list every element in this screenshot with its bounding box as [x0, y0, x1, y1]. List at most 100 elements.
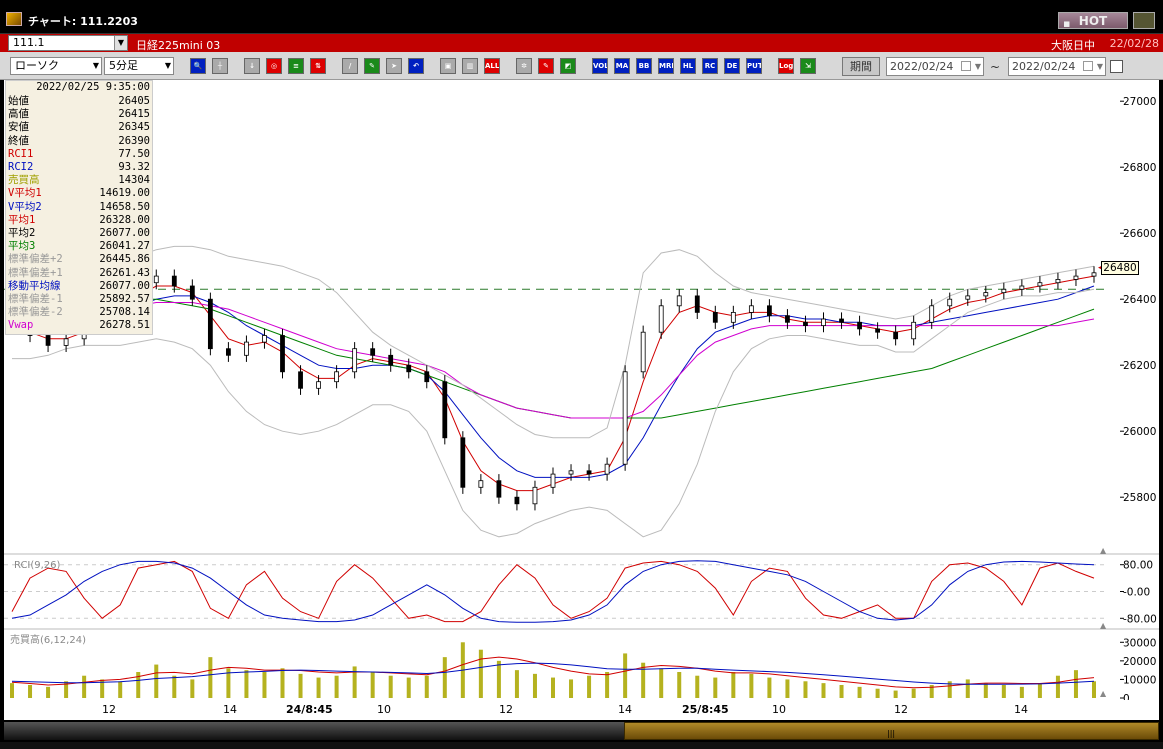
time-axis-label: 12	[894, 703, 908, 716]
date-from-field[interactable]: 2022/02/24 ▼	[886, 57, 984, 76]
instrument-name: 日経225mini 03	[136, 39, 221, 52]
volume-bar	[64, 681, 69, 698]
zoom-icon[interactable]: 🔍	[190, 58, 206, 74]
volume-bar	[370, 672, 375, 698]
chart-canvas[interactable]: ▲▲▲◀	[4, 80, 1120, 700]
candle-body	[893, 331, 899, 340]
price-tick-label: 26600	[1123, 228, 1156, 240]
bars-icon[interactable]: ▥	[462, 58, 478, 74]
interval-select[interactable]: 5分足 ▼	[104, 57, 174, 75]
info-value: 26445.86	[99, 253, 150, 266]
volume-bar	[352, 666, 357, 698]
candle-body	[45, 335, 51, 346]
candle-body	[171, 275, 177, 287]
price-tick-label: 26000	[1123, 426, 1156, 438]
box-icon[interactable]: ▣	[440, 58, 456, 74]
info-key: RCI2	[8, 161, 34, 173]
volume-bar	[136, 672, 141, 698]
candle-body	[352, 348, 358, 373]
candle-body	[262, 335, 267, 343]
volume-bar	[154, 664, 159, 698]
volume-bar	[226, 668, 231, 698]
volume-tick-label: 0	[1123, 693, 1130, 700]
hl-icon[interactable]: HL	[680, 58, 696, 74]
chart-area[interactable]: ▲▲▲◀	[4, 80, 1120, 700]
chevron-down-icon: ▼	[92, 61, 99, 70]
info-key: 安値	[8, 121, 29, 134]
tool-icon[interactable]: ✎	[538, 58, 554, 74]
info-value: 14619.00	[99, 187, 150, 200]
info-value: 26261.43	[99, 266, 150, 279]
window-titlebar: チャート: 111.2203 ▪ HOT	[0, 0, 1163, 34]
bb-icon[interactable]: BB	[636, 58, 652, 74]
undo-icon[interactable]: ↶	[408, 58, 424, 74]
volume-bar	[514, 670, 519, 698]
gear-icon[interactable]: ✲	[516, 58, 532, 74]
date-to-field[interactable]: 2022/02/24 ▼	[1008, 57, 1106, 76]
arrow-icon[interactable]: ➤	[386, 58, 402, 74]
info-row: 平均3 26041.27	[8, 240, 152, 253]
rci-icon[interactable]: RC	[702, 58, 718, 74]
chevron-down-icon[interactable]: ▼	[1096, 62, 1103, 71]
candle-body	[514, 496, 520, 505]
chevron-down-icon[interactable]: ▼	[114, 36, 127, 50]
volume-bar	[821, 683, 826, 698]
volume-bar	[478, 649, 483, 698]
info-row: 売買高 14304	[8, 174, 152, 187]
rci-tick-label: 80.00	[1123, 560, 1153, 572]
log-icon[interactable]: Log	[778, 58, 794, 74]
scroll-track[interactable]	[4, 722, 624, 740]
date-to-value: 2022/02/24	[1012, 60, 1076, 73]
volume-average-line	[11, 656, 1095, 689]
candle-body	[748, 305, 754, 313]
vol-icon[interactable]: VOL	[592, 58, 608, 74]
crosshair-icon[interactable]: ┼	[212, 58, 228, 74]
color-icon[interactable]: ◩	[560, 58, 576, 74]
header-date: 22/02/28	[1109, 37, 1159, 50]
candle-body	[604, 463, 610, 475]
period-button[interactable]: 期間	[842, 57, 880, 76]
cursor-icon[interactable]: ↓	[244, 58, 260, 74]
period-checkbox[interactable]	[1110, 60, 1123, 73]
volume-bar	[875, 688, 880, 698]
mre-icon[interactable]: MRE	[658, 58, 674, 74]
export-icon[interactable]: ⇲	[800, 58, 816, 74]
info-row: 始値 26405	[8, 95, 152, 108]
volume-bar	[551, 677, 555, 698]
instrument-bar: 日経225mini 03 大阪日中 22/02/28	[0, 34, 1163, 52]
calendar-icon[interactable]	[1083, 61, 1093, 71]
scroll-thumb[interactable]: |||	[624, 722, 1159, 740]
volume-bar	[442, 657, 447, 698]
candle-body	[694, 295, 700, 313]
magnify-icon[interactable]: ◎	[266, 58, 282, 74]
interval-value: 5分足	[109, 59, 138, 72]
info-row: RCI2 93.32	[8, 161, 152, 174]
volume-tick-label: 20000	[1123, 656, 1156, 668]
candle-body	[298, 371, 303, 389]
horizontal-scrollbar[interactable]: |||	[4, 720, 1159, 742]
candle-body	[676, 295, 682, 307]
put-icon[interactable]: PUT	[746, 58, 762, 74]
compare-icon[interactable]: ⇅	[310, 58, 326, 74]
window-control-button[interactable]	[1133, 12, 1155, 29]
info-key: V平均1	[8, 187, 42, 200]
volume-bar	[406, 677, 411, 698]
candle-body	[460, 437, 466, 488]
volume-bar	[208, 657, 213, 698]
calendar-icon[interactable]	[961, 61, 971, 71]
info-value: 26077.00	[99, 227, 150, 239]
code-select[interactable]: 111.1 ▼	[8, 35, 128, 51]
pen-icon[interactable]: /	[342, 58, 358, 74]
hot-button[interactable]: ▪ HOT	[1058, 12, 1128, 30]
all-icon[interactable]: ALL	[484, 58, 500, 74]
chart-type-select[interactable]: ローソク ▼	[10, 57, 102, 75]
line-icon[interactable]: ✎	[364, 58, 380, 74]
info-key: V平均2	[8, 200, 42, 213]
chart-icon[interactable]: ≡	[288, 58, 304, 74]
info-row: 高値 26415	[8, 108, 152, 121]
info-key: 売買高	[8, 174, 40, 187]
date-from-value: 2022/02/24	[890, 60, 954, 73]
chevron-down-icon[interactable]: ▼	[974, 62, 981, 71]
ma-icon[interactable]: MA	[614, 58, 630, 74]
dev-icon[interactable]: DE	[724, 58, 740, 74]
